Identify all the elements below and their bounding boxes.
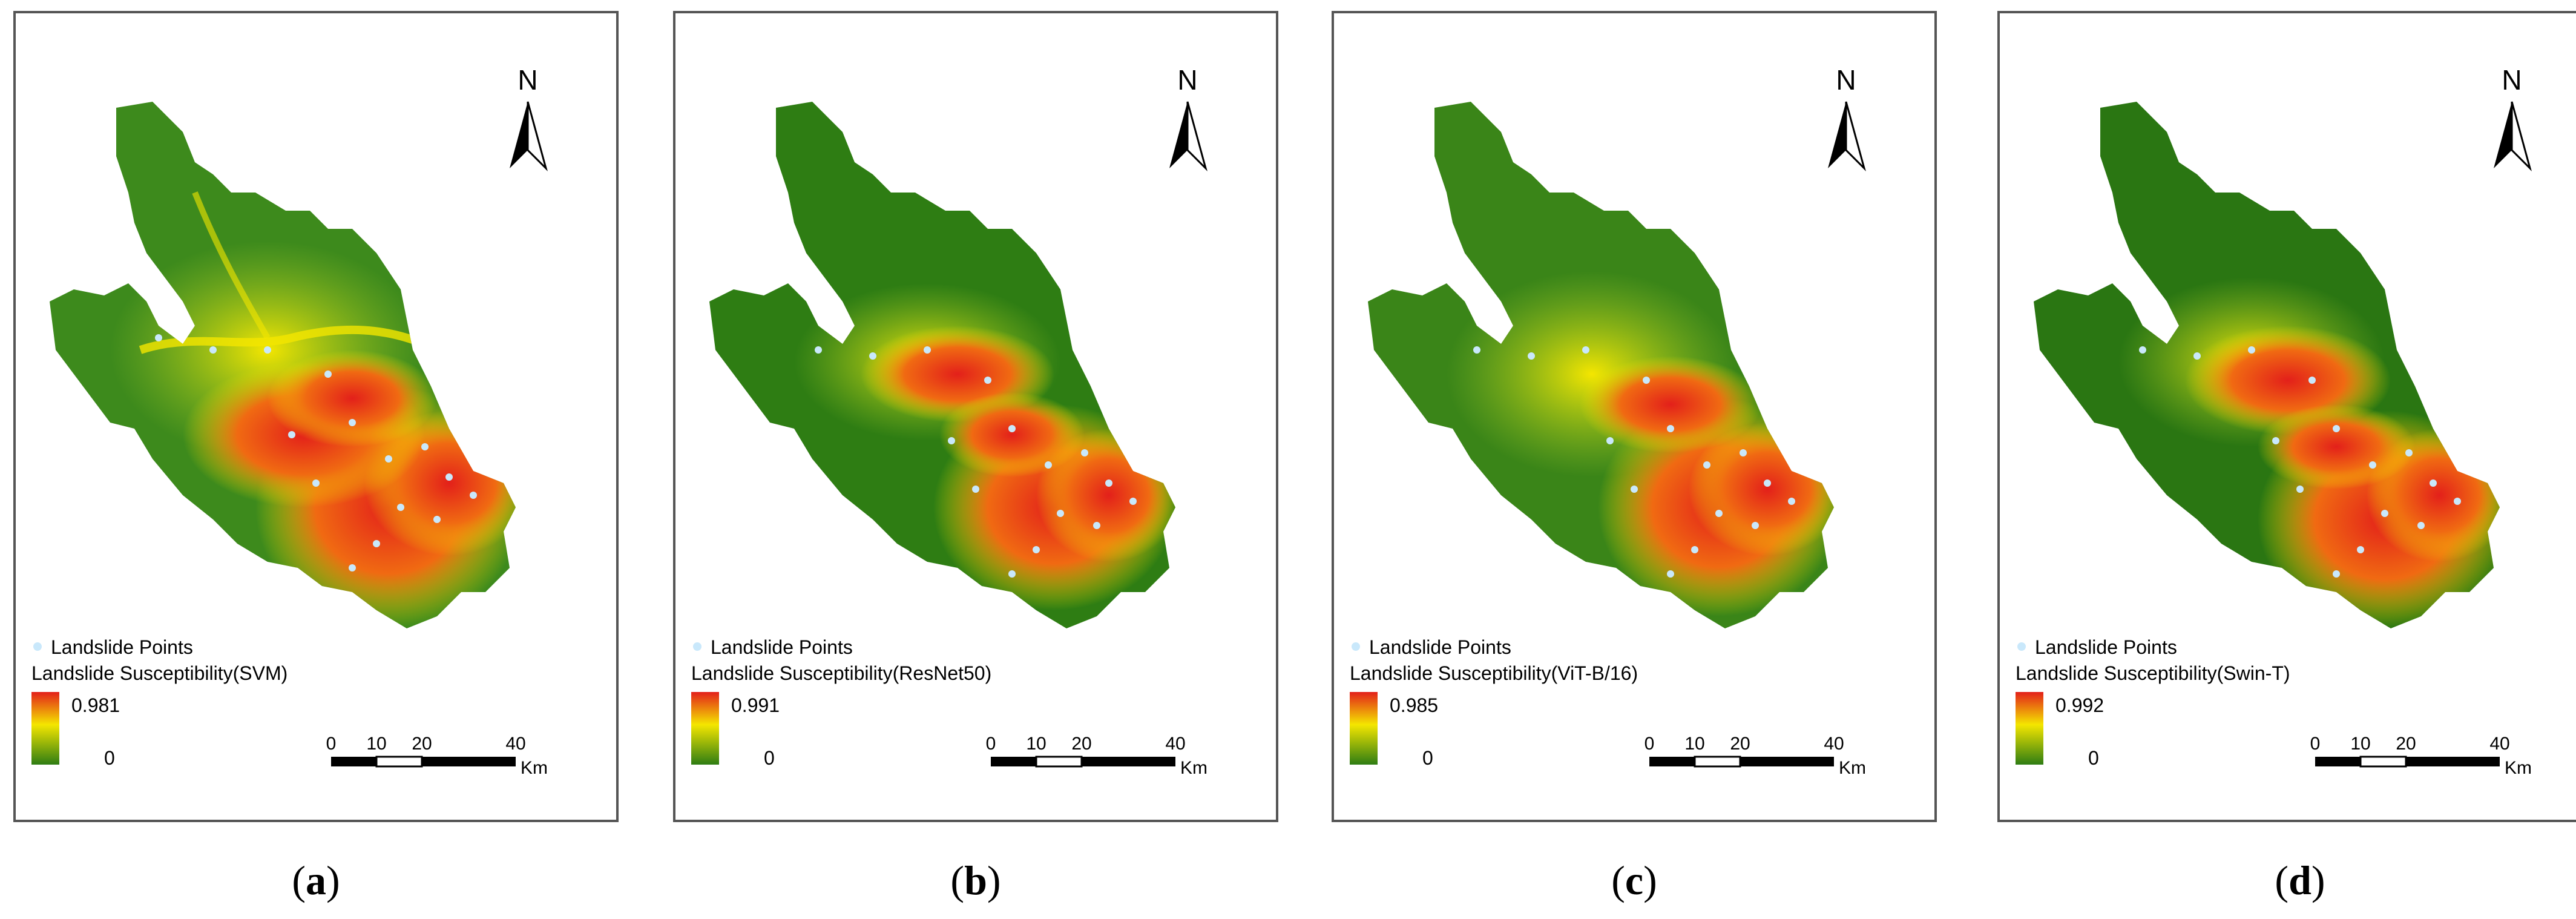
legend-min: 0 [2088, 747, 2099, 769]
legend-color-ramp [2016, 692, 2043, 765]
scale-tick-10: 10 [1026, 734, 1046, 754]
legend-point-symbol [2017, 642, 2026, 651]
scale-tick-40: 40 [1824, 734, 1844, 754]
scale-tick-20: 20 [412, 734, 432, 754]
map-figure: N Landslide Points Landslide Susceptibil… [13, 11, 619, 822]
scale-tick-20: 20 [1071, 734, 1091, 754]
scale-unit: Km [2505, 758, 2532, 778]
scale-tick-20: 20 [2396, 734, 2416, 754]
legend-min: 0 [104, 747, 115, 769]
scale-tick-20: 20 [1730, 734, 1750, 754]
legend-min: 0 [1422, 747, 1433, 769]
legend-color-ramp [1350, 692, 1378, 765]
legend-max: 0.992 [2055, 694, 2104, 716]
scale-tick-10: 10 [2350, 734, 2370, 754]
scale-tick-0: 0 [986, 734, 996, 754]
caption-a: (a) [292, 857, 340, 903]
map-figure: N Landslide Points Landslide Susceptibil… [1332, 11, 1937, 822]
legend-points-label: Landslide Points [51, 636, 193, 658]
legend-color-ramp [691, 692, 719, 765]
legend-points-label: Landslide Points [711, 636, 853, 658]
scale-tick-10: 10 [366, 734, 386, 754]
scale-tick-0: 0 [2310, 734, 2321, 754]
legend: Landslide Points Landslide Susceptibilit… [1350, 636, 1638, 769]
scale-bar: 0 10 20 40 Km [326, 734, 548, 778]
scale-tick-0: 0 [1644, 734, 1655, 754]
north-label: N [518, 64, 537, 96]
scale-unit: Km [1180, 758, 1208, 778]
scale-unit: Km [1839, 758, 1866, 778]
landslide-points [1473, 346, 1795, 578]
map-panel-d: N Landslide Points Landslide Susceptibil… [1997, 11, 2576, 822]
legend: Landslide Points Landslide Susceptibilit… [2016, 636, 2290, 769]
scale-tick-40: 40 [1165, 734, 1185, 754]
legend-point-symbol [33, 642, 42, 651]
north-arrow: N [510, 64, 548, 172]
scale-tick-40: 40 [2489, 734, 2509, 754]
legend-min: 0 [764, 747, 775, 769]
legend: Landslide Points Landslide Susceptibilit… [31, 636, 288, 769]
caption-b: (b) [950, 857, 1001, 903]
legend-title: Landslide Susceptibility(ViT-B/16) [1350, 662, 1638, 684]
scale-tick-0: 0 [326, 734, 337, 754]
scale-bar: 0 10 20 40 Km [986, 734, 1208, 778]
scale-tick-40: 40 [505, 734, 525, 754]
landslide-points [815, 346, 1137, 578]
legend-title: Landslide Susceptibility(SVM) [31, 662, 288, 684]
legend: Landslide Points Landslide Susceptibilit… [691, 636, 991, 769]
legend-max: 0.985 [1390, 694, 1438, 716]
legend-max: 0.991 [731, 694, 780, 716]
north-label: N [1836, 64, 1856, 96]
map-panel-b: N Landslide Points Landslide Susceptibil… [673, 11, 1278, 822]
legend-point-symbol [1352, 642, 1360, 651]
legend-points-label: Landslide Points [1369, 636, 1511, 658]
scale-tick-10: 10 [1684, 734, 1704, 754]
landslide-points [155, 334, 477, 571]
map-figure: N Landslide Points Landslide Susceptibil… [1997, 11, 2576, 822]
legend-point-symbol [693, 642, 702, 651]
scale-bar: 0 10 20 40 Km [2310, 734, 2532, 778]
susceptibility-raster [709, 102, 1175, 628]
landslide-points [2139, 346, 2461, 578]
legend-title: Landslide Susceptibility(Swin-T) [2016, 662, 2290, 684]
susceptibility-raster [1368, 102, 1834, 628]
legend-max: 0.981 [71, 694, 120, 716]
north-arrow: N [1169, 64, 1208, 172]
caption-c: (c) [1611, 857, 1657, 903]
north-arrow: N [1828, 64, 1866, 172]
scale-bar: 0 10 20 40 Km [1644, 734, 1866, 778]
north-label: N [2502, 64, 2522, 96]
map-panel-c: N Landslide Points Landslide Susceptibil… [1332, 11, 1937, 822]
susceptibility-raster [2034, 102, 2500, 628]
map-panel-a: N Landslide Points Landslide Susceptibil… [13, 11, 619, 822]
caption-d: (d) [2275, 857, 2325, 903]
scale-unit: Km [521, 758, 548, 778]
map-figure: N Landslide Points Landslide Susceptibil… [673, 11, 1278, 822]
north-arrow: N [2494, 64, 2532, 172]
legend-color-ramp [31, 692, 59, 765]
north-label: N [1177, 64, 1197, 96]
legend-title: Landslide Susceptibility(ResNet50) [691, 662, 991, 684]
legend-points-label: Landslide Points [2035, 636, 2177, 658]
